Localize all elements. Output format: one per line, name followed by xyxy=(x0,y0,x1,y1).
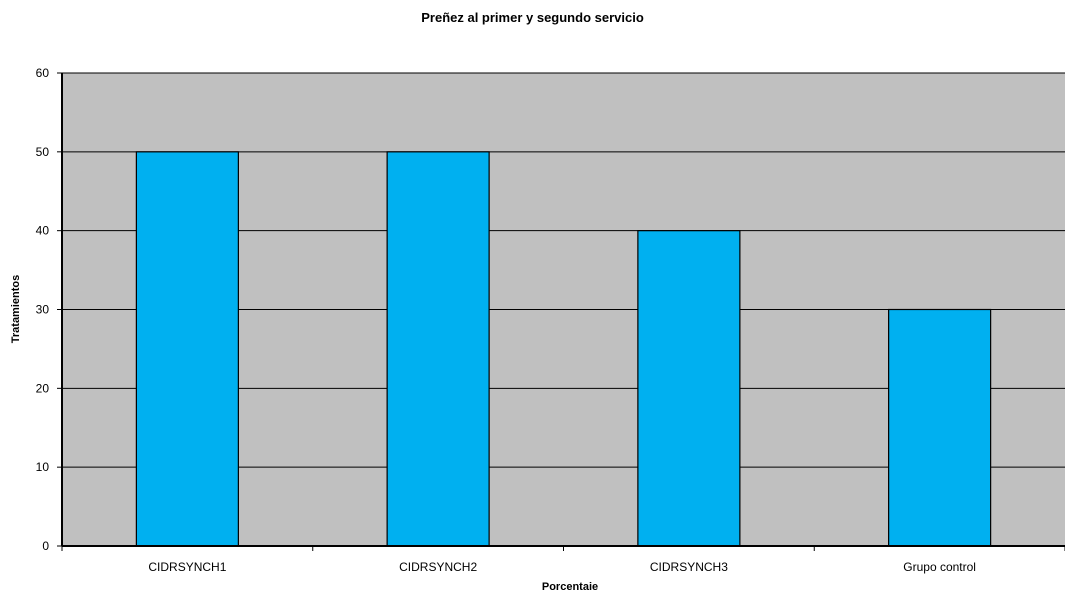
y-tick-label-5: 50 xyxy=(36,145,50,159)
x-tick-label-0: CIDRSYNCH1 xyxy=(148,560,226,574)
y-tick-label-6: 60 xyxy=(36,66,50,80)
bar-0 xyxy=(135,151,239,547)
x-tick-label-3: Grupo control xyxy=(903,560,976,574)
y-tick-label-1: 10 xyxy=(36,460,50,474)
x-tick-label-1: CIDRSYNCH2 xyxy=(399,560,477,574)
x-tick-label-2: CIDRSYNCH3 xyxy=(650,560,728,574)
bar-3 xyxy=(888,308,992,547)
bar-1 xyxy=(386,151,490,547)
chart-title: Preñez al primer y segundo servicio xyxy=(421,10,644,25)
y-tick-label-0: 0 xyxy=(42,539,49,553)
x-axis-title: Porcentaie xyxy=(541,581,599,593)
y-tick-label-2: 20 xyxy=(36,381,50,395)
bar-2 xyxy=(637,230,741,547)
y-tick-label-3: 30 xyxy=(36,303,50,317)
y-tick-label-4: 40 xyxy=(36,224,50,238)
